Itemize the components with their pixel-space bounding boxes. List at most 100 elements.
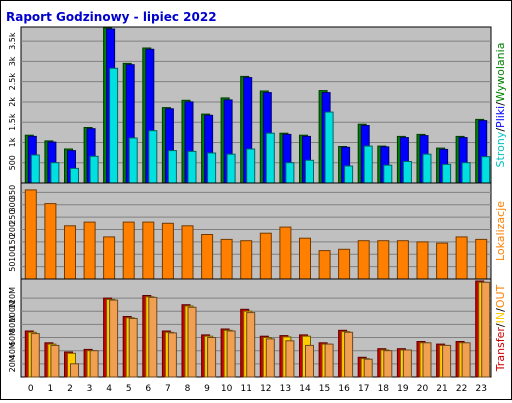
y-tick-label: 250 <box>8 210 17 225</box>
x-tick-label: 2 <box>67 384 73 394</box>
bar-out-8 <box>187 306 197 378</box>
bar-lokalizacje-22 <box>455 236 468 280</box>
bar-out-19 <box>402 349 412 378</box>
bar-lokalizacje-7 <box>161 222 174 280</box>
bar-strony-17 <box>363 145 373 184</box>
y-tick-label: 200 <box>8 222 17 237</box>
bar-lokalizacje-15 <box>318 250 331 280</box>
x-tick-label: 7 <box>165 384 171 394</box>
bar-strony-1 <box>50 162 60 184</box>
y-tick-label: 50 <box>8 262 17 272</box>
plot-area-bottom <box>20 278 492 378</box>
bar-strony-9 <box>207 152 217 184</box>
x-tick-label: 21 <box>436 384 447 394</box>
bar-out-4 <box>109 299 119 378</box>
x-tick-label: 14 <box>299 384 311 394</box>
x-tick-label: 23 <box>475 384 486 394</box>
bar-lokalizacje-0 <box>24 189 37 280</box>
bar-strony-18 <box>383 164 393 184</box>
bar-lokalizacje-1 <box>44 203 57 280</box>
x-tick-label: 12 <box>260 384 271 394</box>
bar-out-0 <box>30 333 40 378</box>
y-tick-label: 2.5k <box>8 73 17 91</box>
y-tick-label: 150 <box>8 234 17 249</box>
bar-strony-5 <box>128 137 138 184</box>
bar-out-3 <box>89 350 99 378</box>
bar-strony-7 <box>167 150 177 184</box>
x-tick-label: 20 <box>417 384 429 394</box>
x-tick-label: 9 <box>204 384 210 394</box>
bar-lokalizacje-19 <box>396 240 409 280</box>
bar-strony-21 <box>442 163 452 184</box>
bar-lokalizacje-3 <box>83 221 96 280</box>
bar-out-7 <box>167 332 177 378</box>
bar-strony-2 <box>70 167 79 184</box>
bar-out-9 <box>207 337 217 378</box>
y-tick-label: 300 <box>8 197 17 212</box>
side-label-part: Transfer <box>494 327 507 373</box>
side-label-top: Strony/Pliki/Wywolania <box>494 43 507 168</box>
side-label-part: / <box>494 102 507 106</box>
bar-out-1 <box>50 344 60 378</box>
bar-out-23 <box>481 281 491 378</box>
bar-lokalizacje-16 <box>338 248 351 280</box>
x-tick-label: 8 <box>185 384 191 394</box>
bar-strony-19 <box>402 161 412 184</box>
side-label-part: OUT <box>494 284 507 308</box>
bar-strony-11 <box>246 148 256 184</box>
y-tick-label: 40M <box>8 342 17 359</box>
x-tick-label: 18 <box>378 384 390 394</box>
x-tick-label: 0 <box>28 384 34 394</box>
bar-out-5 <box>128 318 138 378</box>
side-label-part: / <box>494 308 507 312</box>
side-label-part: / <box>494 128 507 132</box>
side-label-part: Lokalizacje <box>494 201 507 261</box>
bar-lokalizacje-17 <box>357 240 370 280</box>
y-tick-label: 60M <box>8 329 17 346</box>
bar-lokalizacje-14 <box>299 237 311 280</box>
y-tick-label: 2k <box>8 97 17 107</box>
y-tick-label: 100M <box>8 300 17 322</box>
panel-top: 5001k1.5k2k2.5k3k3.5kStrony/Pliki/Wywola… <box>8 26 507 184</box>
bar-strony-15 <box>324 111 334 184</box>
x-tick-label: 11 <box>240 384 251 394</box>
side-label-part: Wywolania <box>494 43 507 103</box>
bar-strony-16 <box>344 165 354 184</box>
y-tick-label: 1k <box>8 137 17 147</box>
bar-lokalizacje-9 <box>201 234 214 280</box>
x-tick-label: 15 <box>319 384 330 394</box>
bar-out-11 <box>246 312 256 378</box>
side-label-part: IN <box>494 312 507 323</box>
side-label-part: / <box>494 323 507 327</box>
x-tick-label: 3 <box>87 384 93 394</box>
bar-lokalizacje-13 <box>279 226 292 280</box>
y-tick-label: 500 <box>8 155 17 170</box>
report-title: Raport Godzinowy - lipiec 2022 <box>6 10 217 24</box>
bar-strony-23 <box>481 156 491 184</box>
y-tick-label: 120M <box>8 287 17 309</box>
bar-out-16 <box>344 331 354 378</box>
x-tick-label: 16 <box>338 384 350 394</box>
x-tick-label: 4 <box>106 384 112 394</box>
side-label-bottom: Transfer/IN/OUT <box>494 284 507 372</box>
bar-strony-8 <box>187 150 197 184</box>
y-tick-label: 80M <box>8 316 17 333</box>
x-tick-label: 22 <box>456 384 467 394</box>
bar-strony-13 <box>285 162 295 184</box>
bar-out-13 <box>285 340 295 378</box>
bar-out-2 <box>70 363 79 378</box>
bar-lokalizacje-20 <box>416 241 429 280</box>
y-tick-label: 350 <box>8 185 17 200</box>
bar-lokalizacje-8 <box>181 225 194 280</box>
bar-lokalizacje-21 <box>436 242 449 280</box>
bar-lokalizacje-23 <box>475 238 488 280</box>
bar-strony-3 <box>89 155 99 184</box>
bar-out-15 <box>324 343 334 378</box>
bar-strony-22 <box>461 162 471 184</box>
x-tick-label: 6 <box>145 384 151 394</box>
bar-out-17 <box>363 358 373 378</box>
bar-lokalizacje-11 <box>240 240 253 280</box>
